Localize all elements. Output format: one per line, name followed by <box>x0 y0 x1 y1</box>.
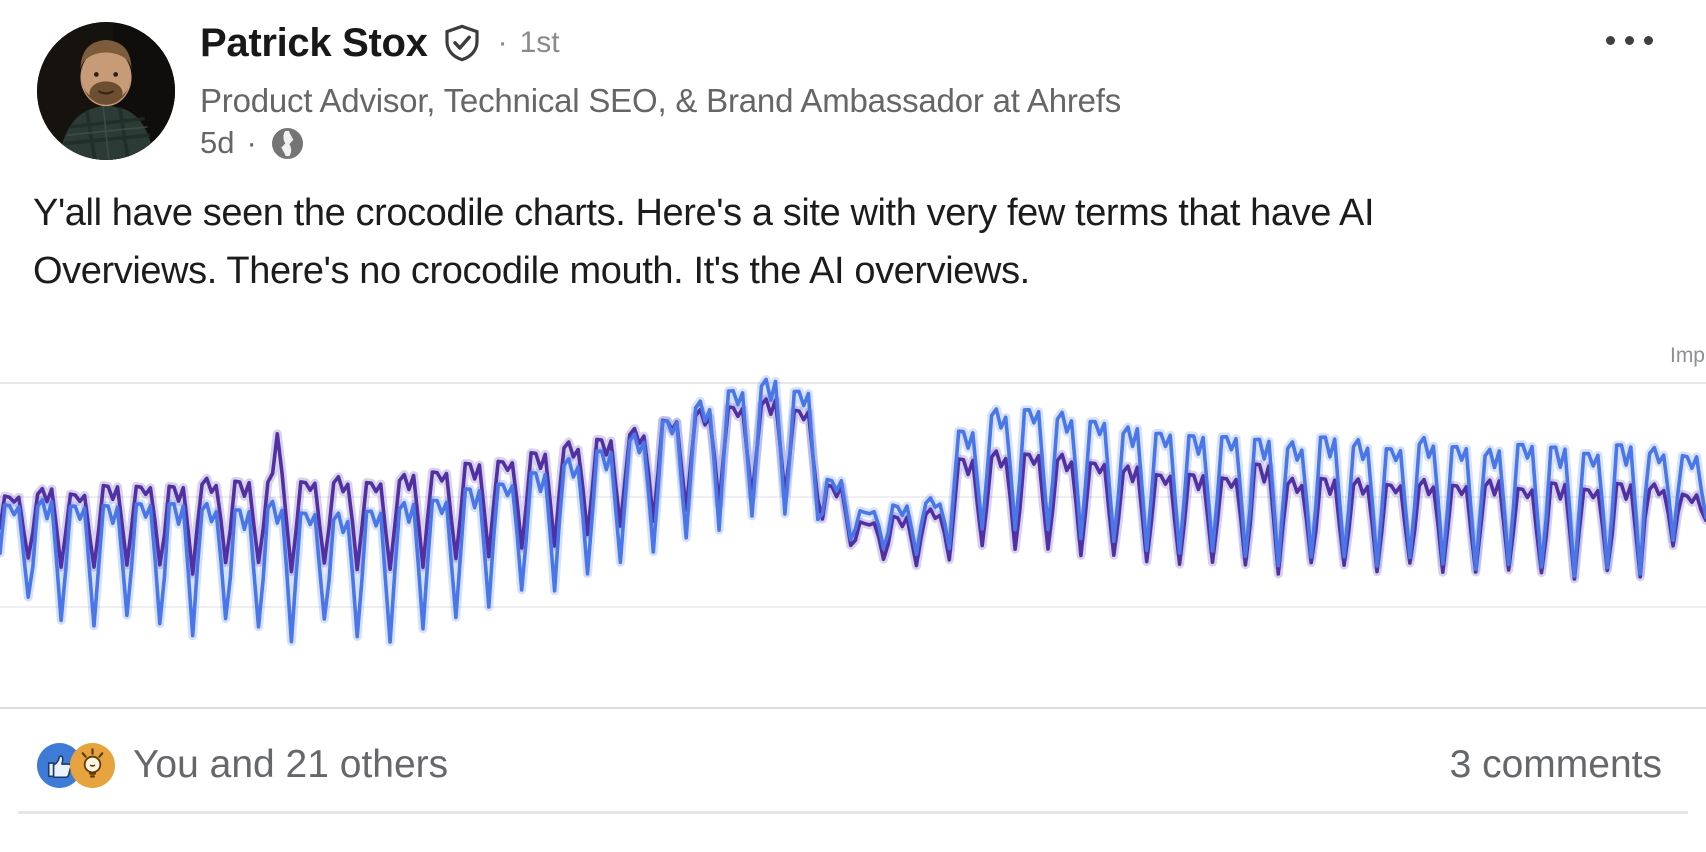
social-counts-bar: You and 21 others 3 comments <box>0 740 1706 792</box>
globe-icon <box>269 125 306 162</box>
reactions-count[interactable]: You and 21 others <box>133 743 449 786</box>
author-avatar[interactable] <box>37 22 175 160</box>
author-headline: Product Advisor, Technical SEO, & Brand … <box>200 82 1122 119</box>
post-body-text: Y'all have seen the crocodile charts. He… <box>33 192 1375 292</box>
separator-dot: · <box>246 125 257 160</box>
separator-dot: · <box>497 26 508 59</box>
insightful-reaction-icon <box>69 742 116 789</box>
like-reaction-icon <box>36 742 83 789</box>
avatar-photo <box>37 22 175 160</box>
performance-line-chart <box>0 374 1706 647</box>
ellipsis-dot <box>1643 35 1653 45</box>
comments-count[interactable]: 3 comments <box>1449 743 1662 786</box>
post-age: 5d <box>200 125 235 160</box>
post-meta: 5d · <box>200 122 306 164</box>
verified-shield-icon <box>442 23 482 63</box>
author-name[interactable]: Patrick Stox <box>200 20 428 65</box>
chart-image[interactable]: Imp <box>0 330 1706 660</box>
impressions-label-cropped: Imp <box>1669 344 1705 367</box>
ellipsis-dot <box>1605 35 1615 45</box>
ellipsis-dot <box>1624 35 1634 45</box>
connection-degree: 1st <box>519 26 560 59</box>
post-options-button[interactable] <box>1594 20 1664 60</box>
divider <box>18 811 1688 814</box>
reaction-stack[interactable] <box>36 741 132 791</box>
divider <box>0 707 1706 709</box>
